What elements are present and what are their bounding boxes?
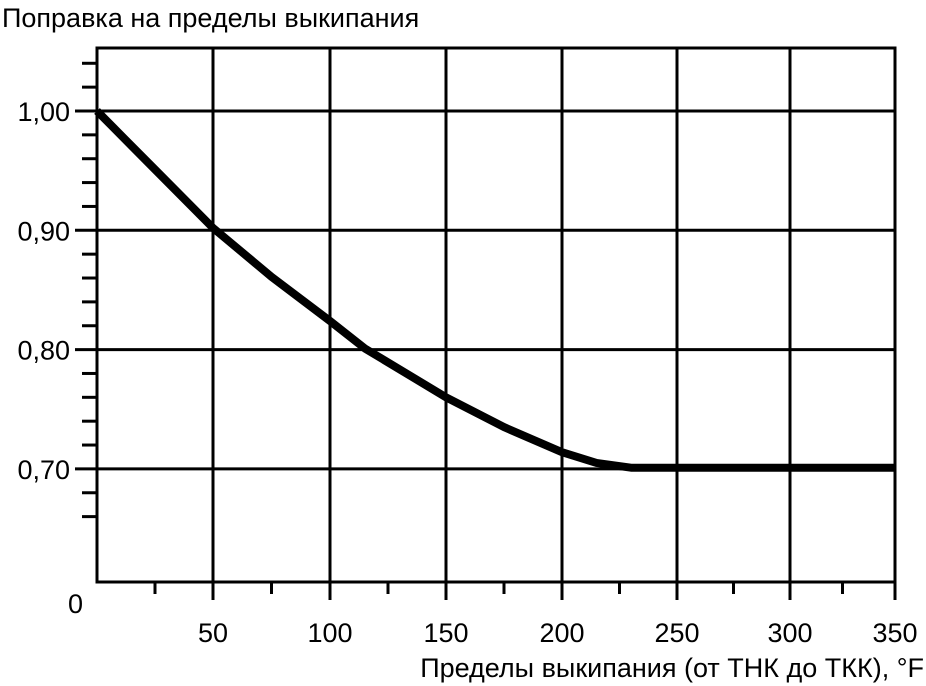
y-origin-label: 0 (68, 589, 83, 619)
y-tick-label: 0,80 (17, 336, 70, 366)
x-tick-label: 50 (198, 618, 228, 648)
data-line (94, 108, 895, 472)
plot-frame (95, 46, 897, 584)
y-tick-label: 0,90 (17, 216, 70, 246)
y-tick-label: 1,00 (17, 97, 70, 127)
x-tick-label: 250 (654, 618, 699, 648)
x-tick-label: 150 (423, 618, 468, 648)
tick-labels: 50 100 150 200 250 300 350 1,00 0,90 0,80 0,70 (17, 97, 917, 648)
ticks (82, 61, 844, 594)
x-tick-label: 200 (539, 618, 584, 648)
y-tick-label: 0,70 (17, 455, 70, 485)
x-axis-label: Пределы выкипания (от ТНК до ТКК), °F (420, 653, 924, 683)
grid (75, 48, 897, 600)
x-tick-label: 350 (872, 618, 917, 648)
x-tick-label: 100 (307, 618, 352, 648)
chart-title: Поправка на пределы выкипания (2, 3, 419, 33)
x-tick-label: 300 (767, 618, 812, 648)
